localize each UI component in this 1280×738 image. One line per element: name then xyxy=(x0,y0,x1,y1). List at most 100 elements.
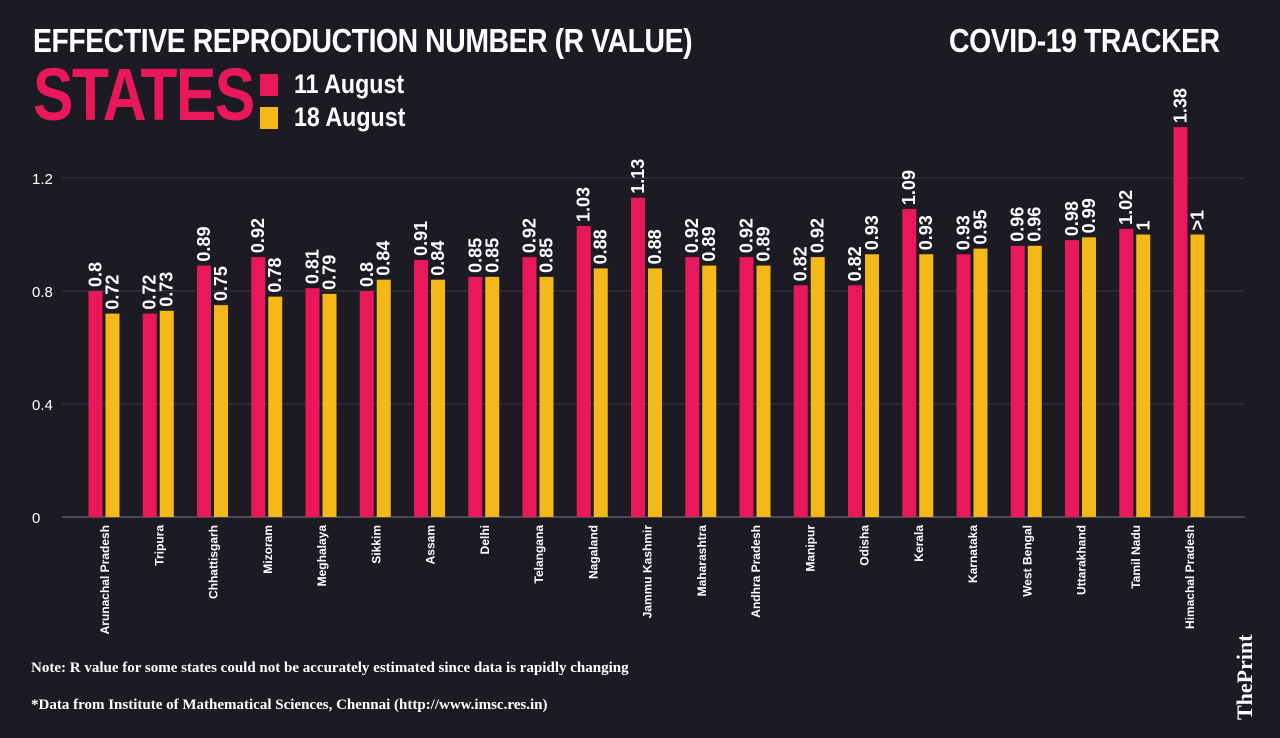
bar-11-august xyxy=(1119,228,1134,517)
bar-11-august xyxy=(956,254,971,517)
data-label: 0.79 xyxy=(320,255,340,290)
bar-11-august xyxy=(739,257,754,517)
data-label: 0.93 xyxy=(862,215,882,250)
legend-swatch-pink xyxy=(260,73,278,96)
data-label: 0.92 xyxy=(248,218,268,253)
data-label: 0.85 xyxy=(465,238,485,273)
data-label: 0.8 xyxy=(86,262,106,287)
bar-18-august xyxy=(1190,234,1205,517)
bar-11-august xyxy=(359,291,374,517)
data-label: 0.73 xyxy=(157,272,177,307)
data-label: 1.09 xyxy=(899,170,919,205)
bar-18-august xyxy=(322,293,337,517)
bar-11-august xyxy=(522,257,537,517)
bar-18-august xyxy=(1027,245,1042,518)
legend-swatch-yellow xyxy=(260,106,278,129)
x-tick-label: Tripura xyxy=(152,525,166,566)
y-tick-label: 0.4 xyxy=(32,397,53,414)
bar-11-august xyxy=(88,291,103,517)
bar-18-august xyxy=(865,254,879,517)
data-label: 0.72 xyxy=(103,275,123,310)
bar-18-august xyxy=(919,254,934,517)
x-tick-label: Uttarakhand xyxy=(1075,525,1089,595)
x-tick-label: Andhra Pradesh xyxy=(749,525,763,618)
bar-11-august xyxy=(685,257,700,517)
bar-18-august xyxy=(159,310,174,517)
x-tick-label: Tamil Nadu xyxy=(1129,525,1143,589)
bar-18-august xyxy=(973,248,988,517)
x-tick-label: Jammu Kashmir xyxy=(641,525,655,619)
bar-18-august xyxy=(485,276,500,517)
data-label: >1 xyxy=(1188,210,1208,231)
x-tick-label: Odisha xyxy=(858,525,872,566)
data-label: 0.92 xyxy=(682,218,702,253)
data-label: 0.84 xyxy=(428,241,448,276)
data-label: 0.8 xyxy=(357,262,377,287)
bar-18-august xyxy=(756,265,771,517)
brand-logo: ThePrint xyxy=(1232,634,1257,720)
bar-11-august xyxy=(1010,245,1025,518)
x-tick-label: Assam xyxy=(424,525,438,564)
legend: 11 August 18 August xyxy=(260,68,424,134)
x-tick-label: Mizoram xyxy=(261,525,275,574)
data-label: 0.96 xyxy=(1008,207,1028,242)
bar-18-august xyxy=(810,257,825,517)
data-label: 0.92 xyxy=(520,218,540,253)
data-label: 0.91 xyxy=(411,221,431,256)
legend-item-11-august: 11 August xyxy=(260,68,424,101)
data-label: 0.84 xyxy=(374,241,394,276)
x-tick-label: Chhattisgarh xyxy=(207,525,221,599)
x-tick-label: Delhi xyxy=(478,525,492,554)
bar-11-august xyxy=(251,257,266,517)
data-label: 0.82 xyxy=(791,246,811,281)
data-label: 0.98 xyxy=(1062,201,1082,236)
data-label: 0.89 xyxy=(699,227,719,262)
bar-11-august xyxy=(902,209,917,517)
x-tick-label: Kerala xyxy=(912,525,926,562)
bar-11-august xyxy=(631,197,645,517)
bar-11-august xyxy=(468,276,483,517)
data-label: 1.02 xyxy=(1116,190,1136,225)
data-label: 0.89 xyxy=(754,227,774,262)
x-tick-label: Arunachal Pradesh xyxy=(98,525,112,634)
bar-11-august xyxy=(1065,240,1079,517)
bar-11-august xyxy=(848,285,862,517)
bar-18-august xyxy=(214,305,228,517)
data-label: 0.85 xyxy=(537,238,557,273)
bar-11-august xyxy=(1173,127,1188,518)
chart-title: EFFECTIVE REPRODUCTION NUMBER (R VALUE) xyxy=(33,22,693,59)
bar-11-august xyxy=(414,259,428,517)
data-label: 0.81 xyxy=(303,249,323,284)
data-label: 0.82 xyxy=(845,246,865,281)
bar-18-august xyxy=(593,268,608,517)
bar-18-august xyxy=(702,265,717,517)
bar-11-august xyxy=(197,265,211,517)
source-note: *Data from Institute of Mathematical Sci… xyxy=(31,697,548,713)
bar-11-august xyxy=(576,226,591,517)
bar-18-august xyxy=(431,279,445,517)
x-tick-label: Karnataka xyxy=(966,525,980,583)
data-label: 0.72 xyxy=(140,275,160,310)
bar-18-august xyxy=(268,296,283,517)
legend-label: 11 August xyxy=(294,69,405,99)
data-label: 0.85 xyxy=(482,238,502,273)
data-label: 1.13 xyxy=(628,159,648,194)
bar-18-august xyxy=(648,268,662,517)
bar-18-august xyxy=(1082,237,1096,517)
x-tick-label: Sikkim xyxy=(369,525,383,564)
data-label: 0.93 xyxy=(954,215,974,250)
section-heading: STATES xyxy=(33,53,255,136)
data-label: 0.75 xyxy=(211,266,231,301)
data-label: 0.88 xyxy=(645,229,665,264)
x-tick-label: Maharashtra xyxy=(695,525,709,597)
legend-label: 18 August xyxy=(294,102,406,132)
footnote: Note: R value for some states could not … xyxy=(31,660,629,676)
bar-18-august xyxy=(539,276,554,517)
data-label: 0.88 xyxy=(591,229,611,264)
data-label: 0.92 xyxy=(808,218,828,253)
x-tick-label: Meghalaya xyxy=(315,525,329,587)
x-tick-label: Manipur xyxy=(803,525,817,572)
data-label: 1.38 xyxy=(1171,88,1191,123)
data-label: 0.92 xyxy=(737,218,757,253)
tracker-label: COVID-19 TRACKER xyxy=(949,22,1220,59)
